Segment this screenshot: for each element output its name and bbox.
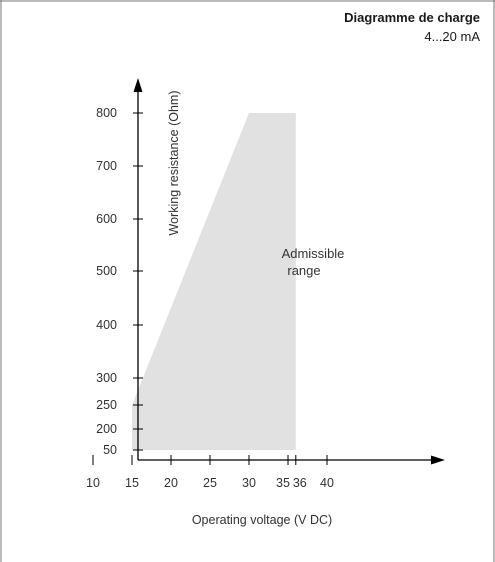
y-tick-label-250: 250	[96, 398, 117, 412]
y-tick-label-700: 700	[96, 159, 117, 173]
region-label-line-1: Admissible	[282, 246, 345, 261]
x-axis-label: Operating voltage (V DC)	[192, 513, 332, 527]
x-axis-arrowhead	[431, 455, 445, 465]
x-tick-label-20: 20	[164, 476, 178, 490]
admissible-range-area	[132, 113, 296, 450]
y-tick-label-800: 800	[96, 106, 117, 120]
chart-title: Diagramme de charge	[344, 10, 480, 25]
x-tick-label-10: 10	[86, 476, 100, 490]
y-tick-label-300: 300	[96, 371, 117, 385]
x-tick-label-40: 40	[320, 476, 334, 490]
x-tick-label-25: 25	[203, 476, 217, 490]
y-axis-arrowhead	[133, 78, 143, 92]
y-axis-ticks: 50 200 250 300 400 500 600 700 800	[96, 106, 143, 457]
x-tick-label-15: 15	[125, 476, 139, 490]
chart-subtitle: 4...20 mA	[424, 29, 480, 44]
y-tick-label-500: 500	[96, 264, 117, 278]
x-tick-label-35: 35	[276, 476, 290, 490]
y-tick-label-400: 400	[96, 318, 117, 332]
y-axis-label: Working resistance (Ohm)	[167, 91, 181, 236]
x-tick-label-30: 30	[242, 476, 256, 490]
region-label-line-2: range	[287, 263, 320, 278]
y-tick-label-600: 600	[96, 212, 117, 226]
axes	[133, 78, 445, 465]
y-tick-label-200: 200	[96, 422, 117, 436]
x-axis-ticks: 10 15 20 25 30 35 36 40	[86, 455, 334, 490]
y-tick-label-50: 50	[103, 443, 117, 457]
x-tick-label-36: 36	[293, 476, 307, 490]
